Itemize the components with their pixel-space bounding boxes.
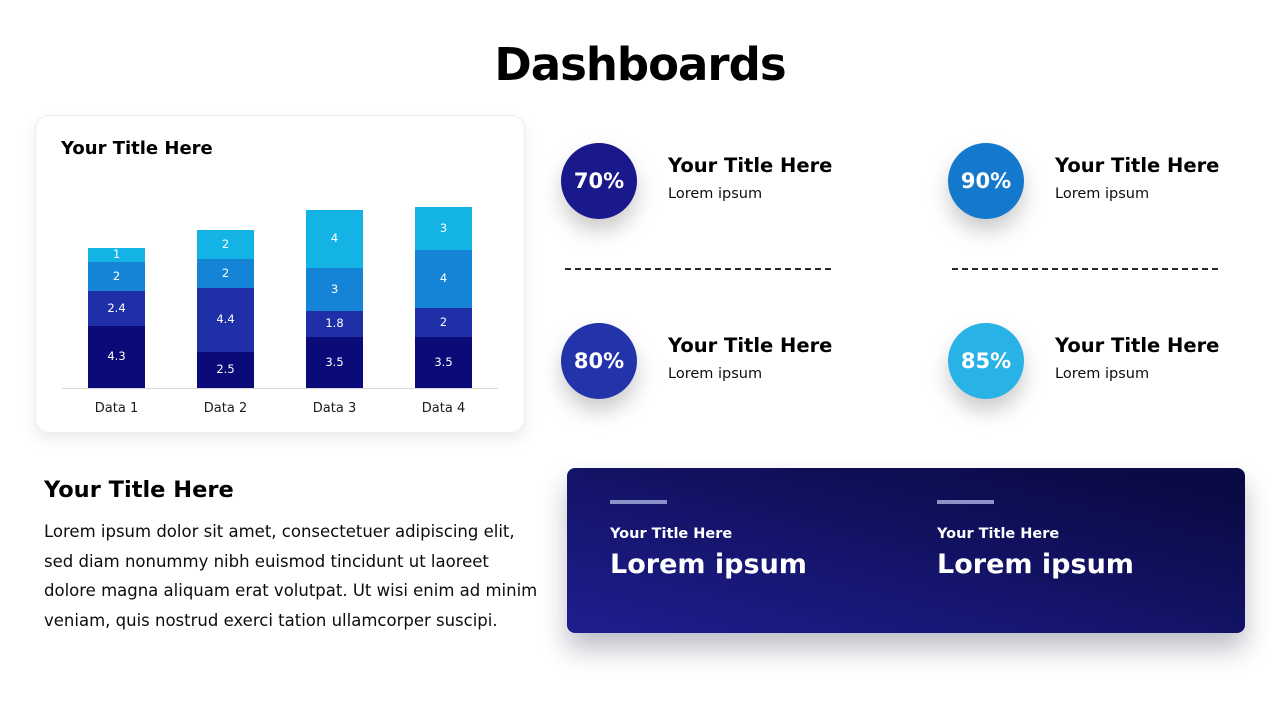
category-label: Data 2 bbox=[203, 401, 248, 416]
bar-segment: 2 bbox=[197, 230, 254, 259]
text-section-title: Your Title Here bbox=[44, 477, 234, 503]
bar-segment-label: 3 bbox=[439, 220, 448, 235]
stat-title: Your Title Here bbox=[1055, 334, 1220, 357]
bar-segment: 3 bbox=[306, 268, 363, 311]
stat-text: Your Title Here Lorem ipsum bbox=[668, 143, 832, 219]
stat-item: 70% Your Title Here Lorem ipsum bbox=[561, 143, 881, 219]
bar-segment-label: 3 bbox=[330, 281, 339, 296]
dashed-divider bbox=[952, 268, 1218, 270]
stacked-bar: 4.3 2.4 2 1 bbox=[88, 248, 145, 388]
stat-item: 85% Your Title Here Lorem ipsum bbox=[948, 323, 1268, 399]
panel-accent-line bbox=[937, 500, 994, 504]
bar-segment: 2 bbox=[415, 308, 472, 337]
bar-segment: 3.5 bbox=[415, 337, 472, 388]
stat-text: Your Title Here Lorem ipsum bbox=[668, 323, 832, 399]
stat-item: 80% Your Title Here Lorem ipsum bbox=[561, 323, 881, 399]
stacked-bar: 3.5 1.8 3 4 bbox=[306, 210, 363, 388]
bar-segment: 4 bbox=[306, 210, 363, 268]
stat-subtitle: Lorem ipsum bbox=[1055, 186, 1150, 202]
stat-title: Your Title Here bbox=[668, 154, 833, 177]
stacked-bar-chart: 4.3 2.4 2 1 2.5 4.4 2 2 3.5 1.8 3 4 3.5 2 4 3 Data 1 Dat… bbox=[62, 201, 498, 416]
stat-subtitle: Lorem ipsum bbox=[668, 366, 763, 382]
panel-accent-line bbox=[610, 500, 667, 504]
bar-slot: 2.5 4.4 2 2 bbox=[171, 230, 280, 388]
bar-segment-label: 4.3 bbox=[107, 349, 126, 364]
bar-slot: 3.5 2 4 3 bbox=[389, 207, 498, 388]
stat-text: Your Title Here Lorem ipsum bbox=[1055, 323, 1219, 399]
bar-segment: 3 bbox=[415, 207, 472, 250]
bar-segment-label: 3.5 bbox=[434, 354, 453, 369]
bar-segment: 4.3 bbox=[88, 326, 145, 388]
category-label: Data 4 bbox=[421, 401, 466, 416]
stat-item: 90% Your Title Here Lorem ipsum bbox=[948, 143, 1268, 219]
bar-segment-label: 4 bbox=[330, 231, 339, 246]
chart-card: Your Title Here 4.3 2.4 2 1 2.5 4.4 2 2 3.5 1.8 3 4… bbox=[35, 115, 525, 433]
stacked-bar: 3.5 2 4 3 bbox=[415, 207, 472, 388]
bar-segment: 2 bbox=[197, 259, 254, 288]
bar-segment: 2.5 bbox=[197, 352, 254, 388]
bar-segment: 3.5 bbox=[306, 337, 363, 388]
stat-title: Your Title Here bbox=[1055, 154, 1220, 177]
page-title: Dashboards bbox=[494, 38, 786, 91]
bar-segment-label: 2.5 bbox=[216, 362, 235, 377]
stat-circle-80: 80% bbox=[561, 323, 637, 399]
bar-segment-label: 2 bbox=[439, 314, 448, 329]
bar-segment-label: 2.4 bbox=[107, 300, 126, 315]
bar-segment-label: 1 bbox=[112, 248, 121, 262]
stat-text: Your Title Here Lorem ipsum bbox=[1055, 143, 1219, 219]
bar-segment-label: 2 bbox=[221, 236, 230, 251]
panel-text: Lorem ipsum bbox=[937, 549, 1134, 580]
bar-segment: 2.4 bbox=[88, 291, 145, 326]
highlight-panel: Your Title Here Lorem ipsum Your Title H… bbox=[567, 468, 1245, 633]
bar-slot: 4.3 2.4 2 1 bbox=[62, 248, 171, 388]
bar-segment: 1.8 bbox=[306, 311, 363, 337]
stat-circle-90: 90% bbox=[948, 143, 1024, 219]
bar-segment: 4 bbox=[415, 250, 472, 308]
dashed-divider bbox=[565, 268, 831, 270]
bar-slot: 3.5 1.8 3 4 bbox=[280, 210, 389, 388]
bar-segment-label: 2 bbox=[112, 268, 121, 283]
stat-circle-70: 70% bbox=[561, 143, 637, 219]
chart-category-labels: Data 1 Data 2 Data 3 Data 4 bbox=[62, 389, 498, 416]
chart-bars: 4.3 2.4 2 1 2.5 4.4 2 2 3.5 1.8 3 4 3.5 2 4 3 bbox=[62, 201, 498, 389]
bar-segment-label: 2 bbox=[221, 265, 230, 280]
panel-title: Your Title Here bbox=[937, 526, 1060, 542]
stat-subtitle: Lorem ipsum bbox=[668, 186, 763, 202]
bar-segment-label: 4.4 bbox=[216, 312, 235, 327]
bar-segment-label: 1.8 bbox=[325, 316, 344, 331]
panel-title: Your Title Here bbox=[610, 526, 733, 542]
bar-segment-label: 3.5 bbox=[325, 354, 344, 369]
chart-card-title: Your Title Here bbox=[61, 138, 213, 159]
panel-text: Lorem ipsum bbox=[610, 549, 807, 580]
bar-segment: 4.4 bbox=[197, 288, 254, 352]
text-section: Your Title Here Lorem ipsum dolor sit am… bbox=[44, 477, 544, 635]
bar-segment: 1 bbox=[88, 248, 145, 262]
bar-segment: 2 bbox=[88, 262, 145, 291]
stacked-bar: 2.5 4.4 2 2 bbox=[197, 230, 254, 388]
stat-title: Your Title Here bbox=[668, 334, 833, 357]
category-label: Data 1 bbox=[94, 401, 139, 416]
stat-subtitle: Lorem ipsum bbox=[1055, 366, 1150, 382]
panel-column: Your Title Here Lorem ipsum bbox=[610, 500, 807, 580]
panel-column: Your Title Here Lorem ipsum bbox=[937, 500, 1134, 580]
text-section-body: Lorem ipsum dolor sit amet, consectetuer… bbox=[44, 522, 538, 630]
category-label: Data 3 bbox=[312, 401, 357, 416]
bar-segment-label: 4 bbox=[439, 271, 448, 286]
stat-circle-85: 85% bbox=[948, 323, 1024, 399]
